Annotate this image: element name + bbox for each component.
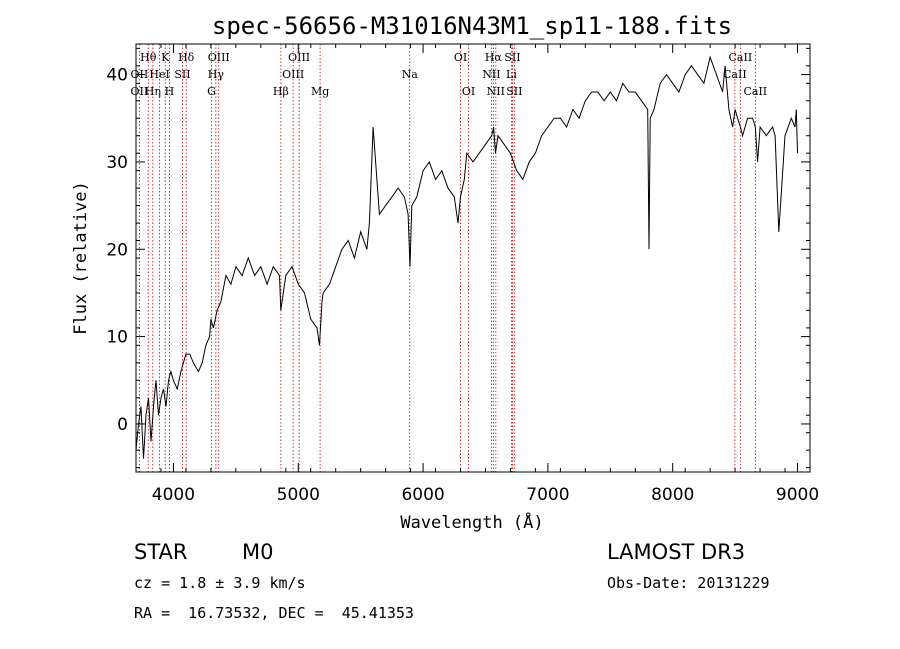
marker-label: Na — [402, 68, 419, 81]
ra-dec-coordinates: RA = 16.73532, DEC = 45.41353 — [134, 604, 414, 622]
x-tick-label: 9000 — [776, 485, 819, 505]
x-tick-label: 8000 — [651, 485, 694, 505]
object-class: STAR — [134, 540, 188, 564]
marker-label: OII — [131, 85, 149, 98]
marker-label: Hδ — [178, 51, 195, 64]
marker-label: G — [207, 85, 216, 98]
chart-title: spec-56656-M31016N43M1_sp11-188.fits — [212, 12, 732, 40]
y-axis-label: Flux (relative) — [71, 181, 91, 335]
marker-label: H — [165, 85, 175, 98]
marker-label: OIII — [288, 51, 310, 64]
marker-label: OIII — [282, 68, 304, 81]
marker-label: Hγ — [208, 68, 225, 81]
marker-label: SII — [174, 68, 190, 81]
marker-label: Hθ — [140, 51, 157, 64]
observation-date: Obs-Date: 20131229 — [607, 574, 770, 592]
marker-label: CaII — [723, 68, 747, 81]
marker-label: OI — [454, 51, 467, 64]
y-tick-label: 40 — [106, 66, 128, 86]
y-tick-label: 20 — [106, 240, 128, 260]
x-axis-label: Wavelength (Å) — [400, 511, 543, 533]
y-tick-label: 30 — [106, 153, 128, 173]
marker-label: CaII — [743, 85, 767, 98]
marker-label: Hη — [145, 85, 161, 98]
y-axis-ticks: 0 10 20 30 40 — [106, 47, 810, 469]
plot-frame — [135, 43, 811, 473]
marker-label: Mg — [311, 85, 329, 98]
redshift-cz: cz = 1.8 ± 3.9 km/s — [134, 574, 306, 592]
marker-label: SII — [504, 51, 520, 64]
emission-line-markers — [138, 44, 756, 472]
marker-label: OI — [462, 85, 475, 98]
marker-label: NII — [482, 68, 500, 81]
survey-name: LAMOST DR3 — [607, 540, 746, 564]
x-tick-label: 6000 — [401, 485, 444, 505]
marker-label: Hα — [485, 51, 503, 64]
x-tick-label: 4000 — [152, 485, 195, 505]
marker-label: Hβ — [273, 85, 289, 98]
spectrum-flux-line — [135, 55, 798, 459]
marker-label: NII — [487, 85, 505, 98]
object-subclass: M0 — [242, 540, 274, 564]
y-tick-label: 0 — [117, 415, 128, 435]
x-tick-label: 5000 — [277, 485, 320, 505]
marker-label: OIII — [208, 51, 230, 64]
marker-label: K — [161, 51, 170, 64]
y-tick-label: 10 — [106, 328, 128, 348]
marker-label: Li — [506, 68, 517, 81]
marker-label: HeI — [149, 68, 169, 81]
x-tick-label: 7000 — [526, 485, 569, 505]
x-axis-ticks: 4000 5000 6000 7000 8000 9000 — [135, 44, 819, 505]
marker-label: CaII — [729, 51, 753, 64]
marker-label: SII — [506, 85, 522, 98]
